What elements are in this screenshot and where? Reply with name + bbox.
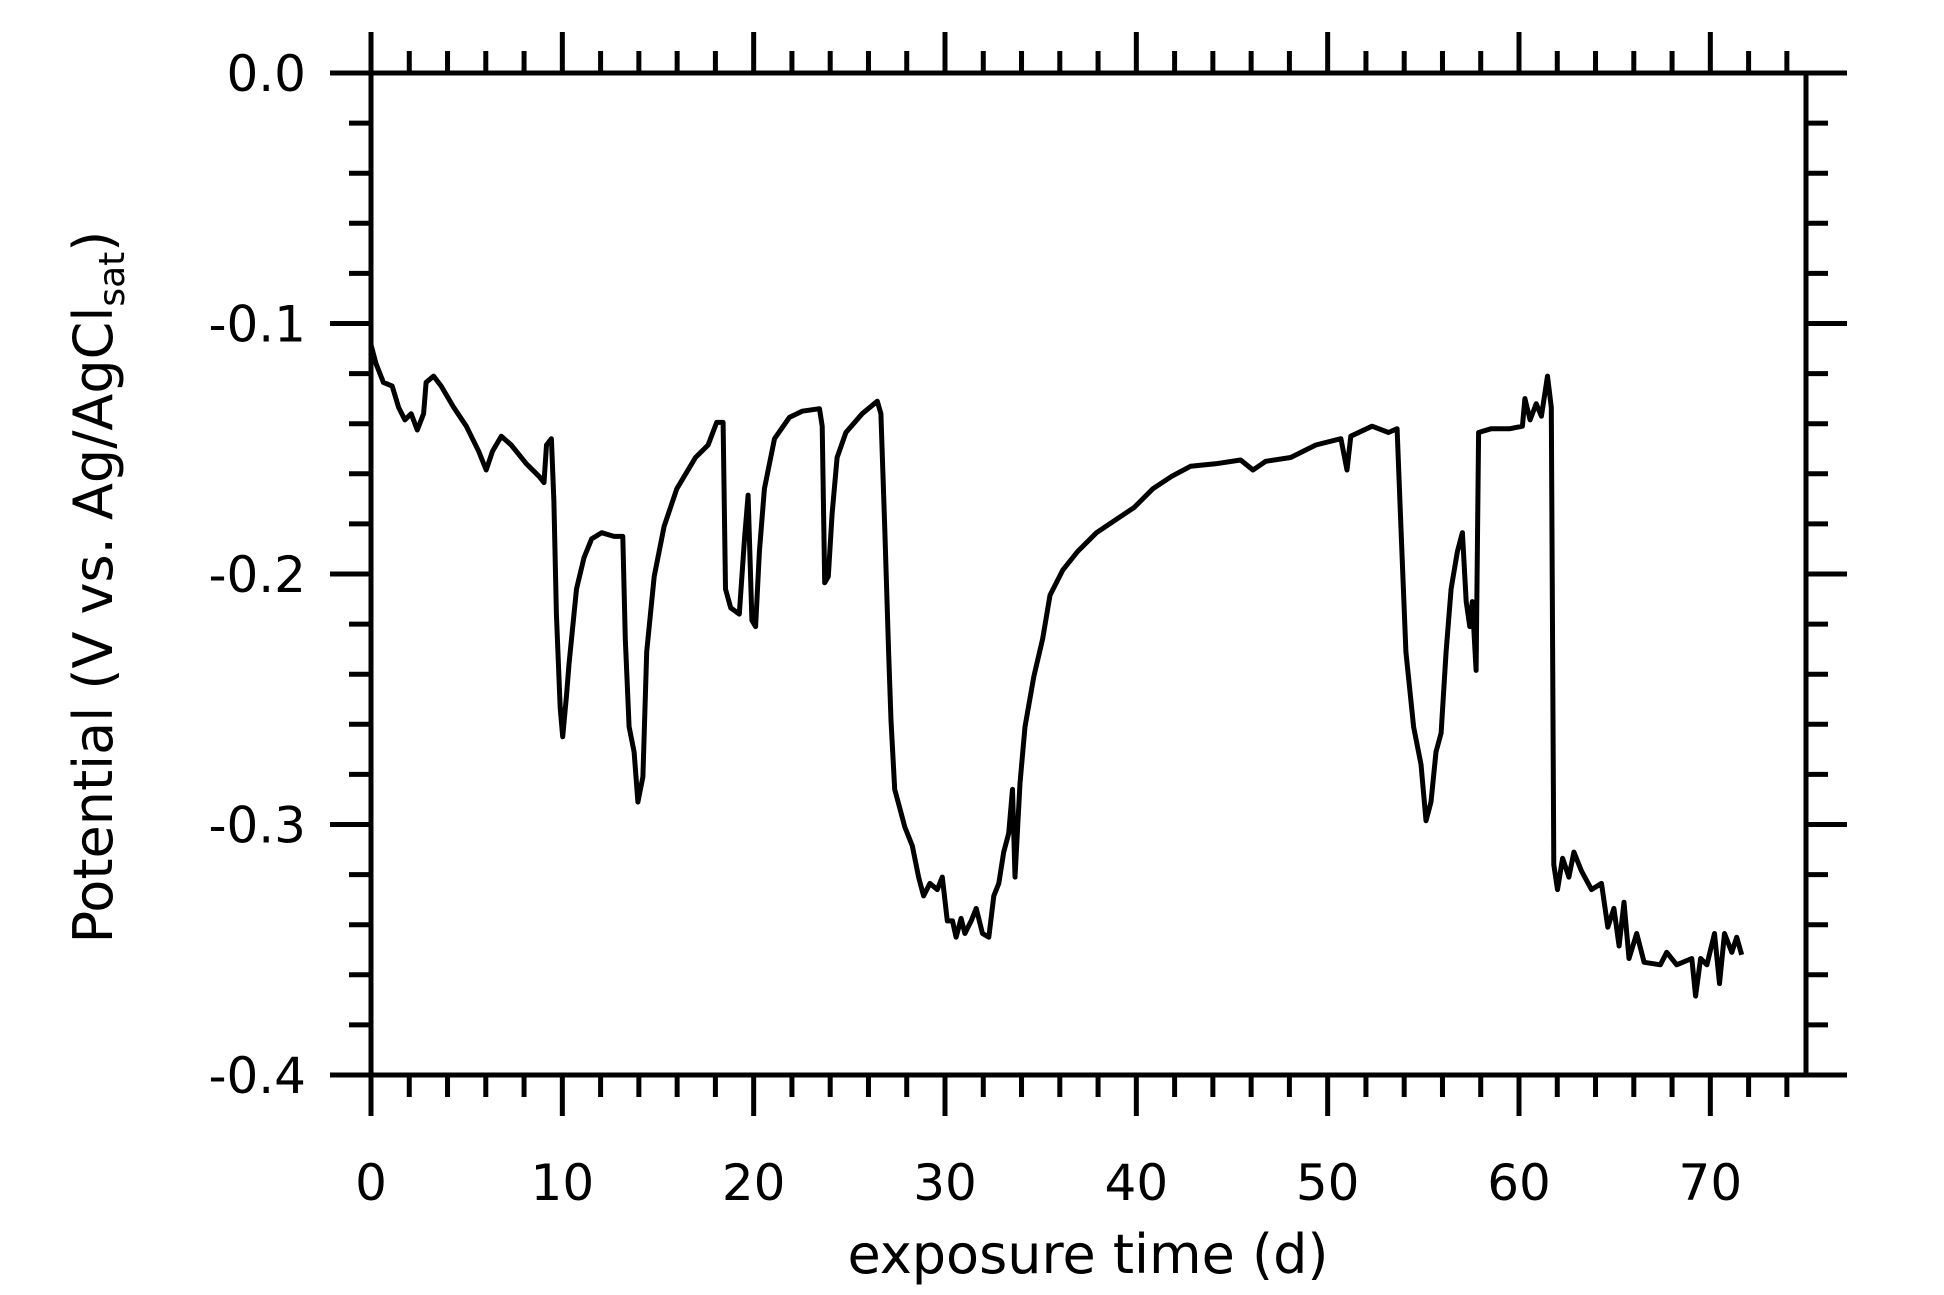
y-axis-title-subscript: sat xyxy=(92,252,133,307)
x-tick-label: 70 xyxy=(1679,1154,1743,1212)
plot-frame xyxy=(368,70,1809,1078)
y-axis-title-end: ) xyxy=(62,231,125,252)
y-tick-label: -0.4 xyxy=(208,1047,306,1105)
data-line xyxy=(368,344,1745,999)
x-axis-title: exposure time (d) xyxy=(848,1223,1329,1286)
y-axis-title: Potential (V vs. Ag/AgClsat) xyxy=(62,231,133,944)
x-tick-label: 0 xyxy=(355,1154,387,1212)
y-tick-label: -0.1 xyxy=(208,296,306,354)
y-tick-label: 0.0 xyxy=(226,45,306,103)
x-tick-label: 40 xyxy=(1105,1154,1169,1212)
x-tick-label: 60 xyxy=(1487,1154,1551,1212)
x-tick-label: 10 xyxy=(531,1154,595,1212)
y-axis-title-main: Potential (V vs. Ag/AgCl xyxy=(62,307,125,944)
x-tick-label: 50 xyxy=(1296,1154,1360,1212)
x-tick-label: 20 xyxy=(722,1154,786,1212)
x-tick-label: 30 xyxy=(913,1154,977,1212)
y-tick-label: -0.2 xyxy=(208,546,306,604)
y-tick-label: -0.3 xyxy=(208,797,306,855)
